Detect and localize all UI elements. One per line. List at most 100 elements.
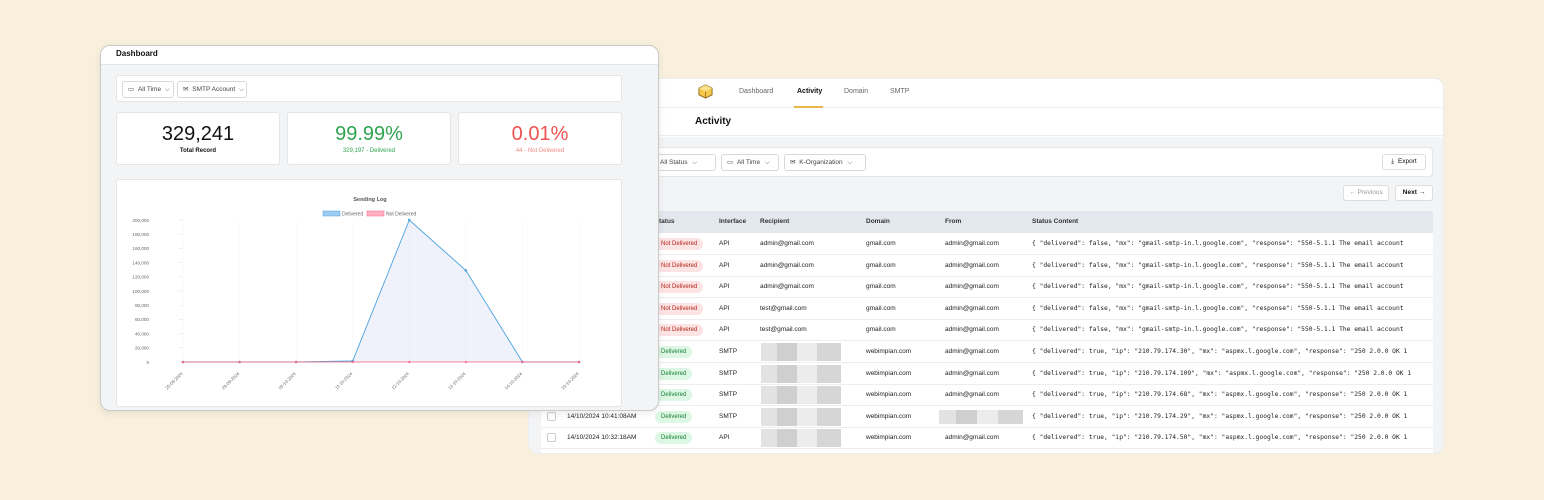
redacted-recipient: [761, 343, 841, 361]
next-button[interactable]: Next →: [1395, 185, 1433, 201]
row-interface: API: [719, 434, 730, 442]
row-domain: webimpian.com: [866, 391, 912, 399]
nav-smtp[interactable]: SMTP: [890, 88, 910, 95]
time-filter[interactable]: ▭ All Time ⌵: [721, 154, 779, 171]
table-row[interactable]: 14/10/2024 10:41:08AM Delivered SMTP webimp…: [541, 406, 1433, 428]
download-icon: ⤓: [1391, 158, 1395, 165]
row-status-content: { "delivered": false, "mx": "gmail-smtp-…: [1032, 261, 1404, 269]
not-delivered-point: [351, 360, 354, 364]
row-from: admin@gmail.com: [945, 283, 999, 291]
table-row[interactable]: Delivered SMTP webimpian.com admin@gmail.co…: [541, 341, 1433, 363]
redacted-recipient: [761, 386, 841, 405]
row-domain: gmail.com: [866, 240, 896, 247]
total-record-label: Total Record: [179, 148, 217, 154]
table-row[interactable]: Not Delivered API test@gmail.com gmail.com a…: [541, 298, 1433, 320]
row-domain: gmail.com: [866, 283, 896, 291]
y-tick-label: 0: [146, 360, 149, 365]
chevron-down-icon: ⌵: [692, 159, 698, 166]
status-badge: Delivered: [655, 346, 693, 358]
status-filter[interactable]: All Status ⌵: [654, 154, 716, 171]
col-from: From: [945, 218, 962, 225]
not-delivered-point: [577, 360, 581, 364]
row-status-content: { "delivered": false, "mx": "gmail-smtp-…: [1032, 283, 1404, 291]
row-from: admin@gmail.com: [945, 348, 999, 355]
sending-log-chart: Sending Log Delivered Not Delivered 200,000…: [132, 197, 583, 391]
activity-window: Dashboard Activity Domain SMTP Activity …: [528, 78, 1444, 454]
x-tick-label: 05-10-2024: [277, 371, 297, 391]
smtp-account-filter[interactable]: ✉ SMTP Account ⌵: [177, 81, 247, 98]
row-from: admin@gmail.com: [945, 261, 999, 269]
not-delivered-point: [181, 360, 185, 364]
chart-title: Sending Log: [353, 197, 386, 203]
dashboard-time-filter-label: All Time: [137, 86, 162, 93]
nav-domain[interactable]: Domain: [844, 88, 869, 95]
status-badge: Delivered: [655, 389, 693, 402]
stat-card-delivered: 99.99% 329,197 - Delivered: [287, 112, 451, 165]
row-recipient: test@gmail.com: [760, 304, 807, 312]
y-tick-label: 140,000: [132, 260, 149, 265]
row-recipient: admin@gmail.com: [760, 283, 814, 291]
legend-label-delivered: Delivered: [342, 212, 363, 218]
row-from: admin@gmail.com: [945, 326, 999, 334]
row-domain: gmail.com: [866, 326, 896, 334]
status-badge: Not Delivered: [655, 324, 704, 337]
row-interface: API: [719, 261, 730, 269]
status-badge: Not Delivered: [655, 302, 704, 315]
chevron-down-icon: ⌵: [764, 159, 770, 166]
row-interface: API: [719, 240, 730, 247]
dashboard-time-filter[interactable]: ▭ All Time ⌵: [122, 81, 174, 98]
calendar-icon: ▭: [727, 159, 734, 166]
y-tick-label: 60,000: [135, 317, 149, 322]
logo-icon: [698, 84, 713, 99]
table-row[interactable]: Delivered SMTP webimpian.com admin@gmail.co…: [541, 384, 1433, 407]
not-delivered-point: [521, 360, 524, 364]
redacted-recipient: [761, 364, 841, 383]
col-status-content: Status Content: [1032, 218, 1079, 225]
row-interface: SMTP: [719, 412, 738, 420]
status-badge: Not Delivered: [655, 281, 704, 294]
table-row[interactable]: 14/10/2024 10:32:18AM Delivered API webimpi…: [541, 427, 1433, 450]
nav-activity[interactable]: Activity: [797, 88, 823, 95]
not-delivered-count-label: 44 - Not Delivered: [515, 148, 565, 154]
row-status-content: { "delivered": false, "mx": "gmail-smtp-…: [1032, 326, 1404, 334]
stat-card-not-delivered: 0.01% 44 - Not Delivered: [458, 112, 622, 165]
previous-button[interactable]: ← Previous: [1343, 185, 1389, 201]
legend-label-not-delivered: Not Delivered: [386, 212, 417, 218]
row-interface: API: [719, 304, 730, 312]
row-status-content: { "delivered": false, "mx": "gmail-smtp-…: [1032, 304, 1404, 312]
mail-icon: ✉: [790, 159, 796, 166]
status-badge: Not Delivered: [655, 238, 704, 250]
status-badge: Delivered: [655, 432, 693, 445]
redacted-recipient: [761, 407, 841, 426]
table-row[interactable]: Not Delivered API admin@gmail.com gmail.com…: [541, 255, 1433, 277]
table-row[interactable]: Delivered SMTP webimpian.com admin@gmail.co…: [541, 363, 1433, 385]
delivered-count-label: 329,197 - Delivered: [342, 148, 396, 154]
y-tick-label: 20,000: [135, 346, 149, 351]
not-delivered-point: [464, 360, 467, 364]
table-row[interactable]: Not Delivered API admin@gmail.com gmail.com…: [541, 276, 1433, 299]
table-row[interactable]: Not Delivered API admin@gmail.com gmail.com…: [541, 233, 1433, 255]
chevron-down-icon: ⌵: [847, 159, 853, 166]
x-tick-label: 14-10-2024: [504, 371, 524, 391]
chevron-down-icon: ⌵: [164, 86, 170, 93]
row-status-content: { "delivered": false, "mx": "gmail-smtp-…: [1032, 240, 1404, 247]
row-interface: SMTP: [719, 369, 738, 377]
time-filter-label: All Time: [736, 159, 761, 166]
row-interface: SMTP: [719, 391, 738, 399]
table-row[interactable]: Not Delivered API test@gmail.com gmail.com a…: [541, 319, 1433, 342]
row-date: 14/10/2024 10:32:18AM: [567, 434, 637, 442]
row-checkbox[interactable]: [547, 433, 556, 443]
row-from: admin@gmail.com: [945, 391, 999, 399]
organization-filter[interactable]: ✉ K-Organization ⌵: [784, 154, 866, 171]
row-checkbox[interactable]: [547, 411, 556, 421]
redacted-from: [939, 409, 1023, 424]
total-record-value: 329,241: [161, 123, 235, 145]
y-tick-label: 80,000: [135, 303, 149, 308]
page-title: Activity: [695, 116, 732, 127]
export-button[interactable]: ⤓ Export: [1382, 154, 1426, 170]
row-domain: webimpian.com: [866, 412, 912, 420]
col-interface: Interface: [719, 218, 747, 225]
nav-dashboard[interactable]: Dashboard: [739, 88, 774, 95]
x-tick-label: 25-09-2024: [164, 371, 184, 391]
y-tick-label: 120,000: [132, 275, 149, 280]
